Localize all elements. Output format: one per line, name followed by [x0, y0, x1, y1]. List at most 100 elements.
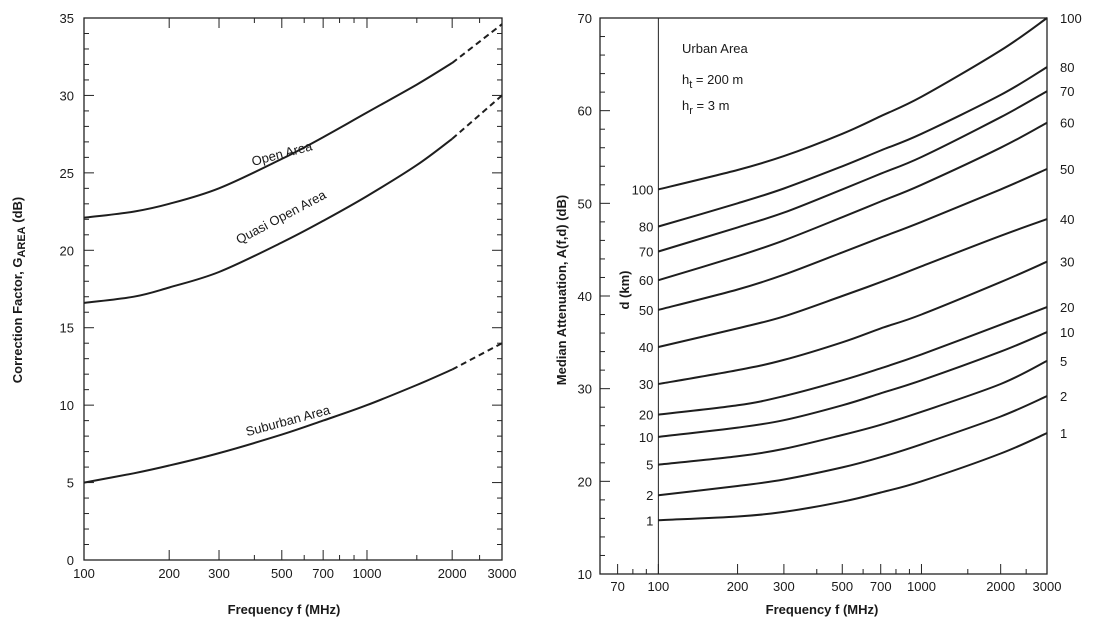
- distance-label-right: 20: [1060, 300, 1074, 315]
- distance-label-left: 100: [632, 182, 654, 197]
- y-tick-label: 20: [60, 243, 74, 258]
- left-y-axis-title-unit: (dB): [10, 197, 25, 227]
- annotation-ht: ht = 200 m: [682, 72, 743, 91]
- y-tick-label: 40: [578, 289, 592, 304]
- annotation-ht-value: = 200 m: [692, 72, 743, 87]
- distance-curve-60-km: [658, 121, 1048, 282]
- right-curves: [658, 17, 1048, 522]
- x-tick-label: 1000: [907, 579, 936, 594]
- annotation-hr: hr = 3 m: [682, 98, 729, 117]
- distance-curve-20-km: [658, 306, 1048, 416]
- distance-curve-70-km: [658, 90, 1048, 253]
- distance-label-right: 2: [1060, 389, 1067, 404]
- y-tick-label: 15: [60, 321, 74, 336]
- distance-labels-left: 100 80 70 60 50 40 30 20 10 5 2 1: [632, 182, 654, 528]
- series-extrapolation-suburban-area: [451, 342, 503, 371]
- curve-label-open-area: Open Area: [250, 138, 315, 169]
- left-x-axis-title: Frequency f (MHz): [228, 602, 341, 617]
- distance-axis-label: d (km): [617, 271, 632, 310]
- distance-label-left: 20: [639, 408, 653, 423]
- left-y-axis-title-sub: AREA: [16, 226, 28, 257]
- distance-label-right: 100: [1060, 11, 1082, 26]
- distance-label-right: 1: [1060, 426, 1067, 441]
- y-tick-label: 70: [578, 11, 592, 26]
- distance-labels-right: 100 80 70 60 50 40 30 20 10 5 2 1: [1060, 11, 1082, 441]
- x-tick-label: 100: [648, 579, 670, 594]
- right-x-axis-title: Frequency f (MHz): [766, 602, 879, 617]
- distance-label-right: 80: [1060, 60, 1074, 75]
- distance-curve-10-km: [658, 331, 1048, 438]
- distance-curve-5-km: [658, 360, 1048, 466]
- distance-curve-40-km: [658, 218, 1048, 348]
- annotation-ht-sub: t: [689, 79, 692, 91]
- distance-label-left: 1: [646, 513, 653, 528]
- distance-label-right: 10: [1060, 325, 1074, 340]
- distance-curve-50-km: [658, 168, 1048, 311]
- y-tick-label: 35: [60, 11, 74, 26]
- y-tick-label: 25: [60, 166, 74, 181]
- left-y-axis-title-main: Correction Factor, G: [10, 258, 25, 384]
- series-line-open-area: [83, 62, 453, 219]
- series-line-quasi-open-area: [83, 137, 453, 304]
- x-tick-label: 2000: [986, 579, 1015, 594]
- x-tick-label: 300: [208, 566, 230, 581]
- y-tick-label: 10: [60, 398, 74, 413]
- x-tick-label: 700: [870, 579, 892, 594]
- annotation-title: Urban Area: [682, 41, 749, 56]
- distance-label-right: 60: [1060, 116, 1074, 131]
- x-tick-label: 3000: [1033, 579, 1062, 594]
- x-tick-label: 70: [610, 579, 624, 594]
- median-attenuation-chart: 10 20 30 40 50 60 70 70 100 200 300 500 700 1000 2000…: [554, 11, 1082, 617]
- distance-curve-80-km: [658, 66, 1048, 228]
- x-tick-label: 1000: [353, 566, 382, 581]
- y-tick-label: 30: [578, 382, 592, 397]
- right-x-ticks: 70 100 200 300 500 700 1000 2000 3000: [599, 564, 1062, 594]
- x-tick-label: 3000: [488, 566, 517, 581]
- x-tick-label: 200: [727, 579, 749, 594]
- left-x-ticks: 100 200 300 500 700 1000 2000 3000: [73, 18, 516, 581]
- x-tick-label: 2000: [438, 566, 467, 581]
- distance-label-left: 50: [639, 303, 653, 318]
- series-line-suburban-area: [83, 368, 453, 484]
- left-curves: [83, 23, 503, 484]
- y-tick-label: 20: [578, 474, 592, 489]
- x-tick-label: 300: [773, 579, 795, 594]
- distance-curve-2-km: [658, 395, 1048, 497]
- distance-label-left: 70: [639, 245, 653, 260]
- x-tick-label: 500: [271, 566, 293, 581]
- distance-curve-100-km: [658, 17, 1048, 191]
- curve-label-quasi-open-area: Quasi Open Area: [233, 187, 329, 247]
- distance-label-left: 40: [639, 340, 653, 355]
- distance-label-right: 50: [1060, 162, 1074, 177]
- right-y-axis-title: Median Attenuation, A(f,d) (dB): [554, 195, 569, 385]
- distance-label-right: 30: [1060, 255, 1074, 270]
- y-tick-label: 0: [67, 553, 74, 568]
- y-tick-label: 30: [60, 88, 74, 103]
- distance-label-right: 5: [1060, 354, 1067, 369]
- distance-label-left: 10: [639, 430, 653, 445]
- distance-label-right: 70: [1060, 84, 1074, 99]
- distance-curve-1-km: [658, 432, 1048, 522]
- x-tick-label: 500: [831, 579, 853, 594]
- right-plot-frame: [599, 17, 1048, 575]
- distance-label-left: 80: [639, 220, 653, 235]
- annotation-ht-main: h: [682, 72, 689, 87]
- distance-label-right: 40: [1060, 212, 1074, 227]
- distance-label-left: 5: [646, 458, 653, 473]
- annotation-hr-value: = 3 m: [693, 98, 730, 113]
- series-extrapolation-quasi-open-area: [451, 94, 503, 140]
- y-tick-label: 10: [578, 567, 592, 582]
- left-plot-frame: [83, 17, 503, 561]
- y-tick-label: 50: [578, 196, 592, 211]
- left-y-axis-title: Correction Factor, GAREA (dB): [10, 197, 28, 383]
- distance-curve-30-km: [658, 260, 1048, 385]
- series-extrapolation-open-area: [451, 23, 503, 64]
- x-tick-label: 700: [312, 566, 334, 581]
- y-tick-label: 60: [578, 104, 592, 119]
- distance-label-left: 30: [639, 377, 653, 392]
- left-y-ticks: 0 5 10 15 20 25 30 35: [60, 11, 502, 568]
- annotation-hr-sub: r: [689, 105, 693, 117]
- distance-label-left: 60: [639, 273, 653, 288]
- y-tick-label: 5: [67, 476, 74, 491]
